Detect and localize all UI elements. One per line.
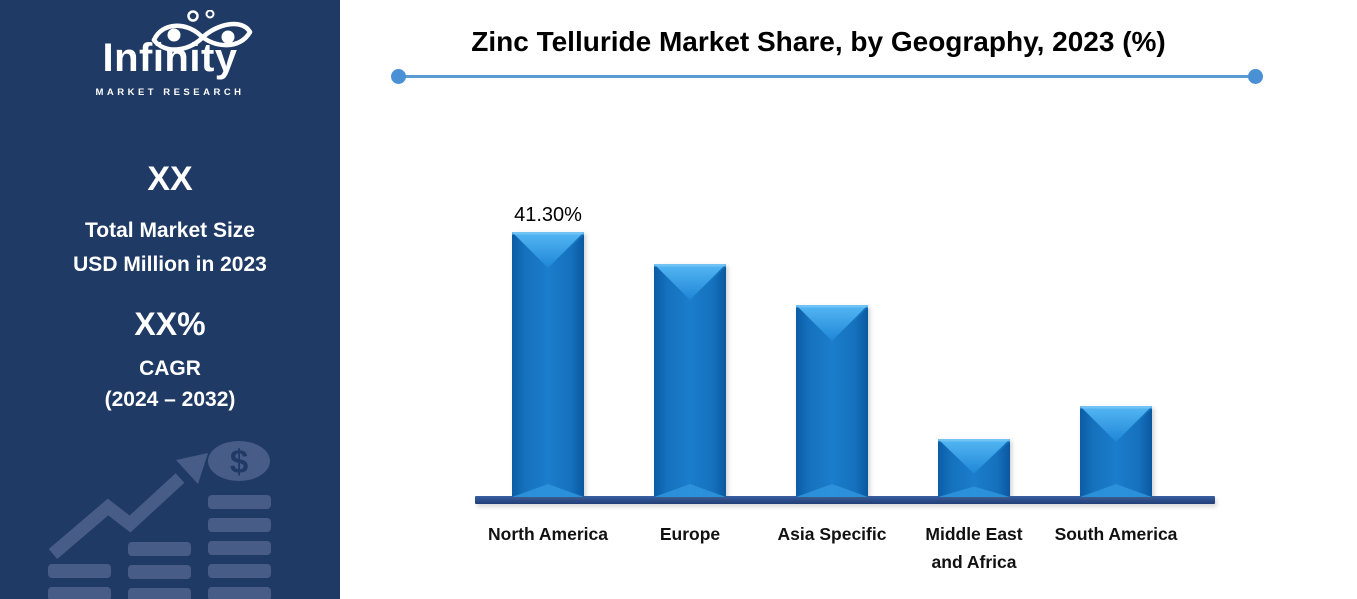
bar-column-asia-specific <box>761 305 903 497</box>
sidebar: Infinity MARKET RESEARCH XX Total Market… <box>0 0 340 599</box>
category-label-south-america: South America <box>1054 524 1178 544</box>
category-label-middle-east-and-africa: Middle East and Africa <box>925 524 1023 572</box>
title-underline <box>391 69 1263 84</box>
bar-north-america <box>512 232 584 497</box>
divider-dot-right-icon <box>1248 69 1263 84</box>
logo-subtitle: MARKET RESEARCH <box>95 87 245 98</box>
chart-panel: Zinc Telluride Market Share, by Geograph… <box>340 0 1357 599</box>
category-labels: North America Europe Asia Specific Middle E… <box>475 520 1215 576</box>
chart-title: Zinc Telluride Market Share, by Geograph… <box>471 26 1166 57</box>
growth-chart-graphic: $ <box>48 441 271 599</box>
cagr-period: (2024 – 2032) <box>104 388 236 411</box>
bar-europe <box>654 264 726 497</box>
bar-stack-icon <box>48 495 271 599</box>
category-label-europe: Europe <box>659 524 721 544</box>
x-axis-line <box>475 496 1215 504</box>
bar-column-europe <box>619 264 761 497</box>
market-size-value: XX <box>147 160 193 198</box>
market-size-caption-line2: USD Million in 2023 <box>73 253 267 276</box>
bar-middle-east-and-africa <box>938 439 1010 497</box>
market-size-caption-line1: Total Market Size <box>85 219 255 242</box>
category-label-north-america: North America <box>488 524 608 544</box>
dollar-coin-icon: $ <box>208 441 270 481</box>
cagr-caption: CAGR <box>139 357 201 380</box>
bar-column-north-america: 41.30% <box>477 204 619 497</box>
infinity-logo: Infinity MARKET RESEARCH <box>0 8 340 108</box>
infinity-icon <box>151 10 253 52</box>
bar-south-america <box>1080 406 1152 497</box>
cagr-value: XX% <box>134 306 206 342</box>
bar-column-middle-east-and-africa <box>903 439 1045 497</box>
bar-column-south-america <box>1045 406 1187 497</box>
bar-asia-specific <box>796 305 868 497</box>
divider-dot-left-icon <box>391 69 406 84</box>
growth-arrow-icon <box>48 453 208 559</box>
category-label-asia-specific: Asia Specific <box>777 524 887 544</box>
svg-text:$: $ <box>230 443 248 480</box>
bar-chart: 41.30% <box>475 197 1215 576</box>
plot-area: 41.30% <box>475 197 1215 497</box>
bar-data-label: 41.30% <box>514 204 582 226</box>
